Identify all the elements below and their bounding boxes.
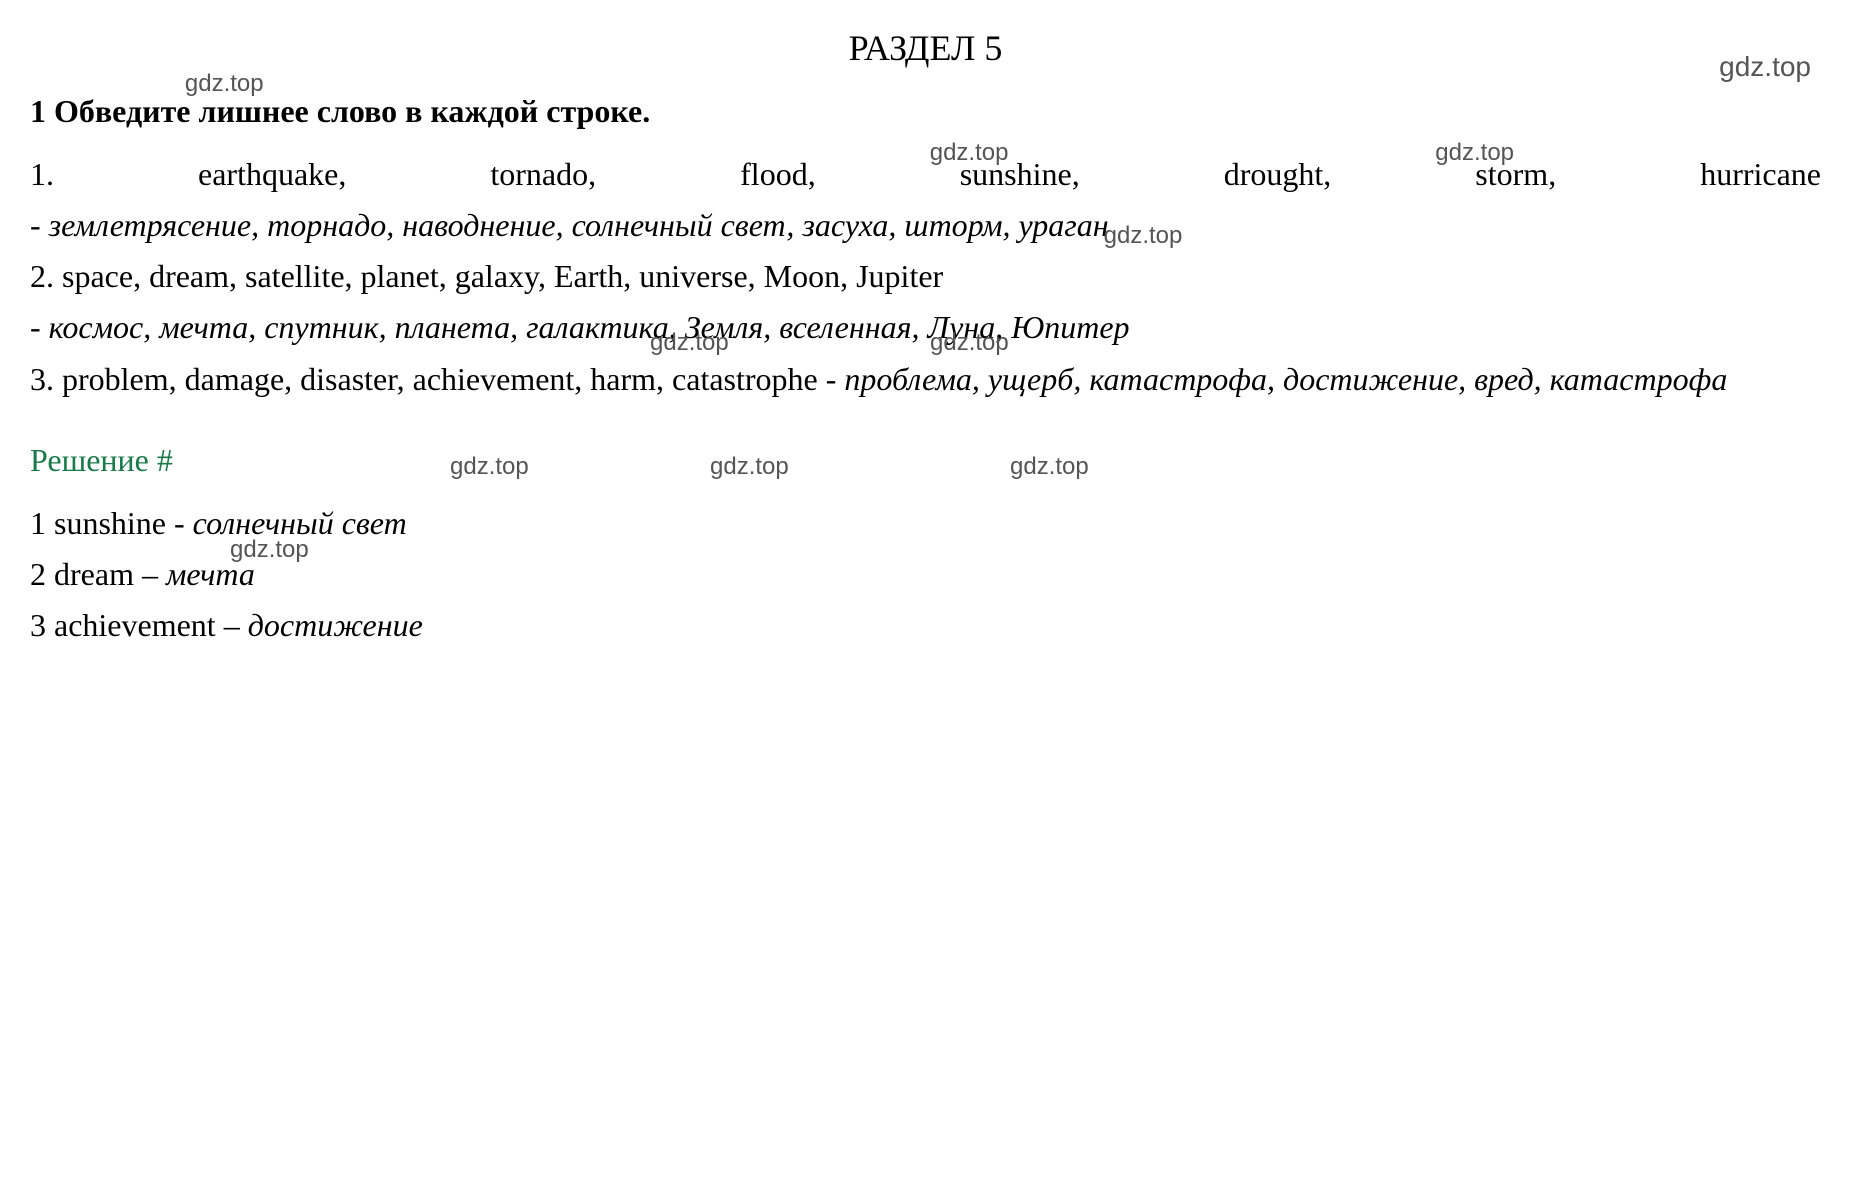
watermark-inline-1: gdz.top [185,65,264,103]
watermark-solution-2: gdz.top [710,448,789,486]
item-number: 3. [30,361,54,397]
solution-heading: Решение # [30,435,1821,486]
watermark-solution-3: gdz.top [1010,448,1089,486]
answer-word: sunshine [54,505,166,541]
item-3: 3. problem, damage, disaster, achievemen… [30,354,1821,405]
russian-prefix: - [30,207,49,243]
question-prompt: 1 Обведите лиgdz.topшнее слово в каждой … [30,86,1821,137]
answer-dash: - [166,505,193,541]
russian-prefix: - [818,361,845,397]
watermark-item2-a: gdz.top [650,324,729,362]
watermark-item2-b: gdz.top [930,324,1009,362]
document-page: РАЗДЕЛ 5 gdz.top 1 Обведите лиgdz.topшне… [30,20,1821,651]
answer-2: 2 dream – мечта gdz.top [30,549,1821,600]
answer-num: 2 [30,556,46,592]
question-number: 1 [30,93,46,129]
item-english-p1: earthquake, tornado, flood, [198,156,816,192]
item-2-russian: - космос, мечта, спутник, планета, галак… [30,302,1821,353]
answer-3: 3 achievement – достижение [30,600,1821,651]
answer-word: dream [54,556,134,592]
answer-dash: – [216,607,248,643]
watermark-top-right: gdz.top [1719,45,1811,90]
answer-num: 3 [30,607,46,643]
answer-dash: – [134,556,166,592]
item-number: 2. [30,258,54,294]
watermark-item1-b: gdz.top [1435,134,1514,172]
watermark-answer-2: gdz.top [230,531,309,569]
item-2: 2. space, dream, satellite, planet, gala… [30,251,1821,302]
watermark-solution-1: gdz.top [450,448,529,486]
exercise-items: 1. earthquake, tornado, flood, gdz.top s… [30,149,1821,405]
answer-translation: достижение [248,607,423,643]
prompt-part2: шнее слово в каждой строке. [235,93,650,129]
item-1: 1. earthquake, tornado, flood, gdz.top s… [30,149,1821,200]
solution-answers: 1 sunshine - солнечный свет 2 dream – ме… [30,498,1821,652]
item-english: problem, damage, disaster, achievement, … [62,361,818,397]
watermark-item1-a: gdz.top [930,134,1009,172]
answer-word: achievement [54,607,216,643]
answer-num: 1 [30,505,46,541]
russian-text: землетрясение, торнадо, наводнение, солн… [49,207,1109,243]
watermark-item1-c: gdz.top [1104,217,1183,255]
russian-prefix: - [30,309,49,345]
item-english: space, dream, satellite, planet, galaxy,… [62,258,943,294]
section-title: РАЗДЕЛ 5 [30,20,1821,78]
item-1-russian: - землетрясение, торнадо, наводнение, со… [30,200,1821,251]
russian-text: проблема, ущерб, катастрофа, достижение,… [844,361,1727,397]
item-english-p3: storm, hurricane [1475,156,1821,192]
item-english-p2: sunshine, drought, [960,156,1332,192]
item-number: 1. [30,156,54,192]
